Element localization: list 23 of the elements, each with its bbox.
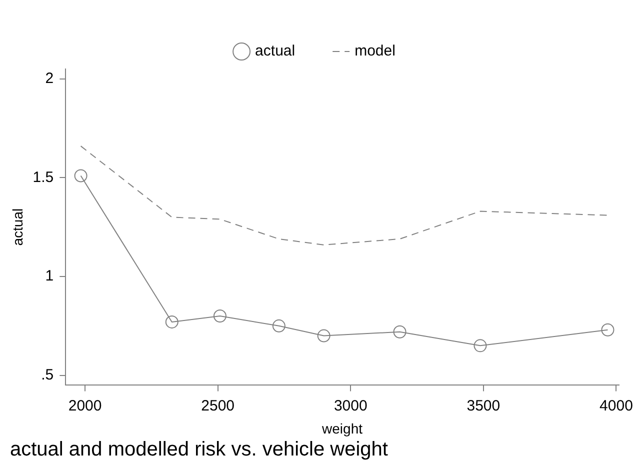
x-axis-title: weight (321, 420, 363, 436)
point (272, 319, 286, 332)
y-tick-label: .5 (41, 366, 54, 384)
x-tick-label: 4000 (600, 397, 633, 414)
point (474, 339, 487, 352)
y-axis-title: actual (9, 208, 26, 246)
y-tick-label: 1.5 (32, 168, 54, 186)
line-series (80, 146, 608, 246)
point (317, 329, 330, 342)
x-tick-label: 2500 (201, 397, 235, 414)
x-tick-label: 3000 (334, 397, 368, 414)
text: actual and modelled risk vs. vehicle weight (10, 438, 388, 461)
point (74, 169, 88, 182)
x-tick-label: 3500 (466, 397, 500, 414)
point (393, 325, 406, 338)
x-tick-label: 2000 (68, 397, 102, 414)
y-tick-label: 1 (45, 268, 54, 285)
legend-label: model (354, 42, 396, 60)
legend-label: actual (255, 42, 296, 60)
point (601, 323, 614, 336)
point (213, 310, 226, 323)
y-tick-label: 2 (45, 70, 54, 88)
point (165, 315, 178, 328)
